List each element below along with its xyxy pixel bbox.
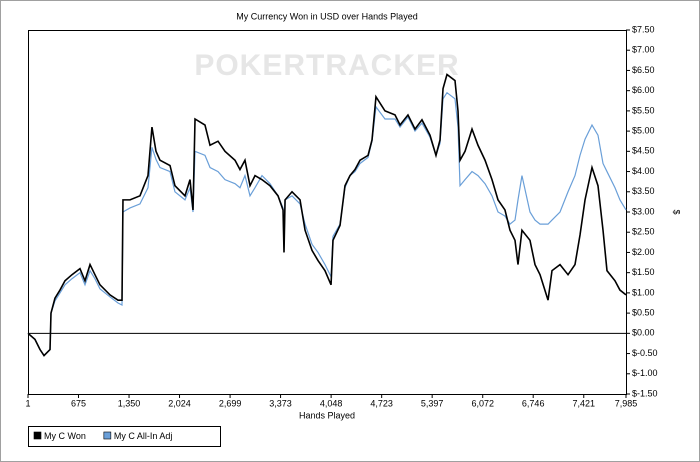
legend-swatch xyxy=(103,431,112,440)
x-tick-label: 3,373 xyxy=(269,398,292,408)
x-tick-label: 2,699 xyxy=(219,398,242,408)
legend-label: My C All-In Adj xyxy=(114,431,173,441)
x-tick-label: 4,723 xyxy=(370,398,393,408)
x-tick-label: 675 xyxy=(71,398,86,408)
y-tick-label: $-1.00 xyxy=(632,368,658,378)
y-tick-label: $2.50 xyxy=(632,227,655,237)
x-tick-label: 5,397 xyxy=(421,398,444,408)
x-tick-label: 7,985 xyxy=(615,398,638,408)
y-tick-label: $0.00 xyxy=(632,328,655,338)
x-tick-label: 4,048 xyxy=(320,398,343,408)
y-tick-label: $5.00 xyxy=(632,125,655,135)
x-axis-label: Hands Played xyxy=(299,410,355,420)
x-tick-label: 7,421 xyxy=(572,398,595,408)
x-tick-label: 1 xyxy=(25,398,30,408)
y-tick-label: $4.50 xyxy=(632,146,655,156)
y-tick-label: $4.00 xyxy=(632,166,655,176)
chart-title: My Currency Won in USD over Hands Played xyxy=(236,11,417,21)
y-axis-label: $ xyxy=(672,209,682,214)
y-tick-label: $0.50 xyxy=(632,307,655,317)
watermark: POKERTRACKER xyxy=(194,49,459,82)
x-tick-label: 6,072 xyxy=(471,398,494,408)
y-tick-label: $7.00 xyxy=(632,45,655,55)
y-tick-label: $1.50 xyxy=(632,267,655,277)
legend xyxy=(28,426,221,447)
legend-label: My C Won xyxy=(44,431,86,441)
x-tick-label: 2,024 xyxy=(168,398,191,408)
y-tick-label: $6.00 xyxy=(632,85,655,95)
y-tick-label: $-0.50 xyxy=(632,348,658,358)
legend-swatch xyxy=(33,431,42,440)
y-tick-label: $7.50 xyxy=(632,24,655,34)
y-tick-label: $3.50 xyxy=(632,186,655,196)
x-tick-label: 6,746 xyxy=(522,398,545,408)
y-tick-label: $2.00 xyxy=(632,247,655,257)
y-tick-label: $1.00 xyxy=(632,287,655,297)
y-tick-label: $-1.50 xyxy=(632,388,658,398)
y-tick-label: $3.00 xyxy=(632,206,655,216)
x-tick-label: 1,350 xyxy=(118,398,141,408)
series-line xyxy=(27,73,627,357)
y-tick-label: $5.50 xyxy=(632,105,655,115)
y-tick-label: $6.50 xyxy=(632,65,655,75)
